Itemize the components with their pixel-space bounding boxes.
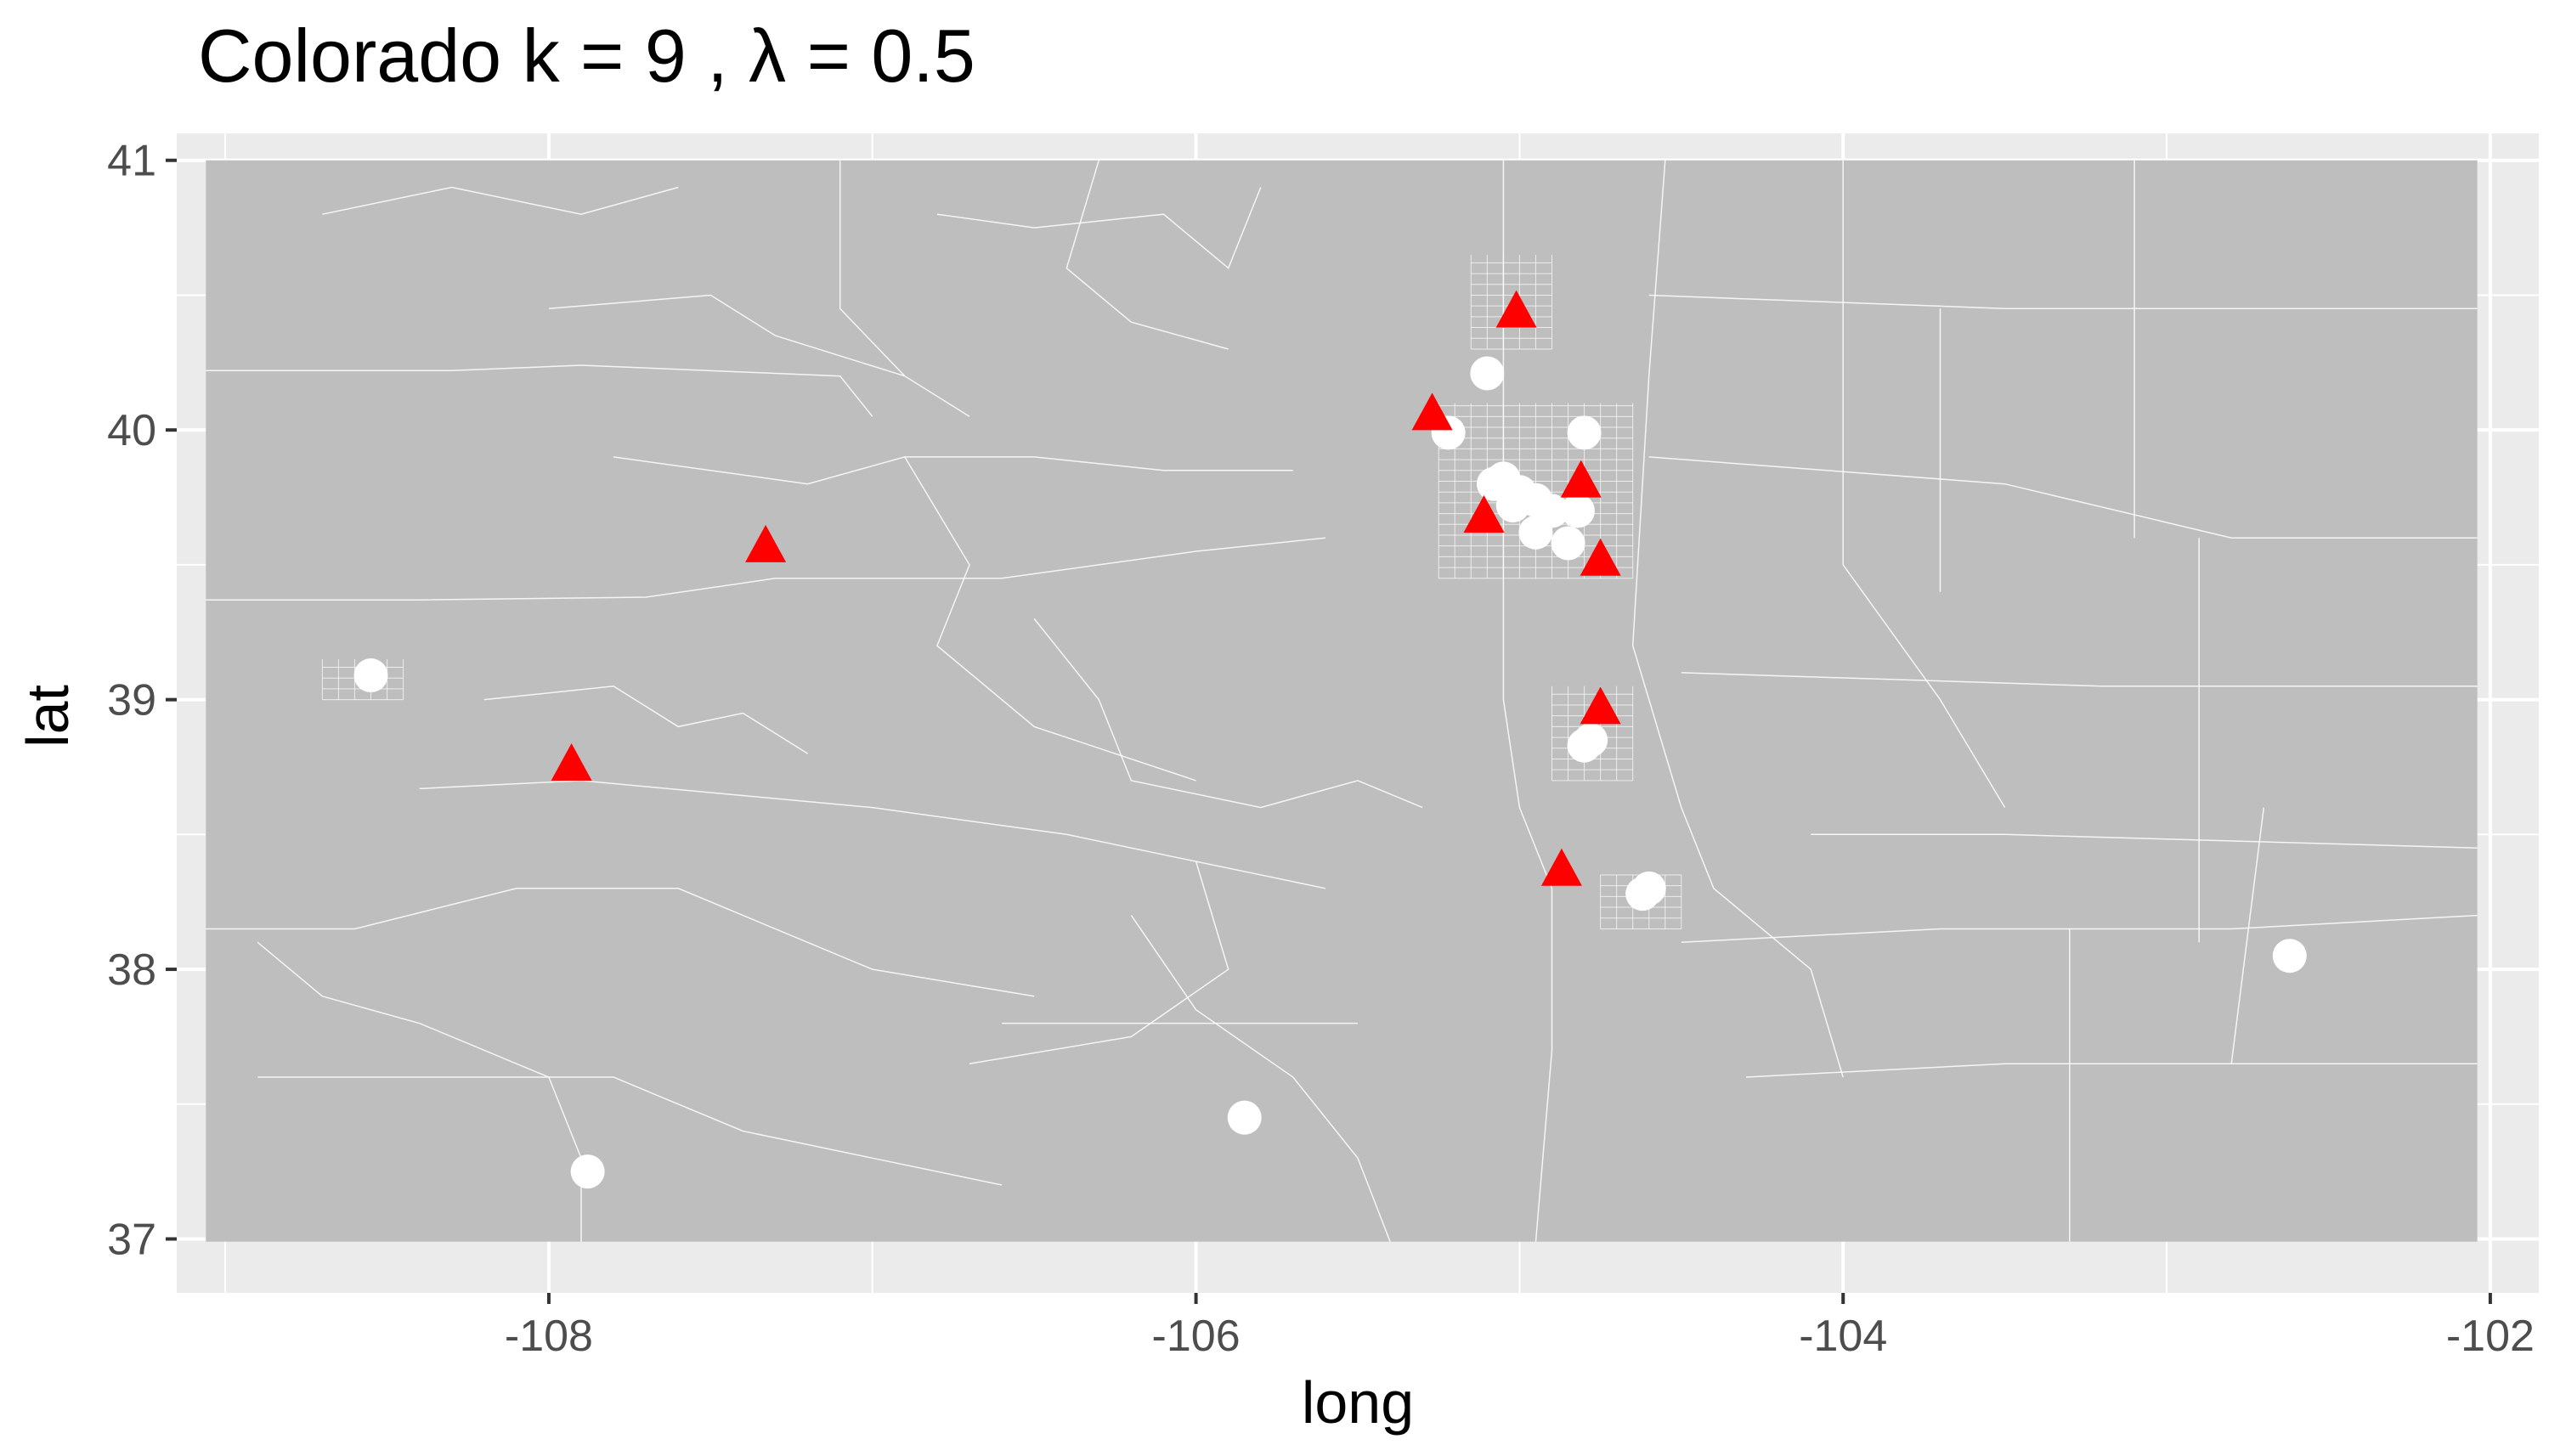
triangle-point — [1411, 392, 1453, 431]
tract-boundary — [904, 456, 1196, 782]
triangle-point — [1580, 538, 1621, 576]
tract-boundary — [1648, 456, 2478, 539]
colorado-map — [206, 160, 2478, 1242]
tract-boundary — [839, 160, 970, 417]
circle-point — [353, 658, 388, 693]
tract-boundary — [1745, 1063, 2478, 1078]
data-points — [353, 290, 2307, 1189]
y-tick-label: 41 — [107, 137, 156, 186]
tract-boundary — [1130, 915, 1391, 1242]
tract-boundary — [206, 364, 873, 417]
tract-boundary — [1811, 833, 2478, 849]
tract-boundary — [969, 861, 1229, 1064]
tract-boundary — [1502, 160, 1553, 1242]
state-outline — [206, 160, 2478, 1242]
tract-boundary — [1631, 160, 1844, 1078]
triangle-point — [1495, 290, 1537, 328]
tract-boundary — [419, 780, 1326, 889]
x-tick-label: -102 — [2446, 1312, 2535, 1361]
circle-point — [2272, 939, 2307, 973]
y-axis-title: lat — [14, 685, 81, 748]
circle-point — [1227, 1100, 1262, 1135]
triangle-point — [1560, 460, 1602, 498]
tract-boundary — [1065, 160, 1229, 350]
tract-boundary — [257, 1076, 1003, 1186]
y-tick-label: 38 — [107, 945, 156, 995]
x-axis-title: long — [1302, 1369, 1414, 1436]
triangle-point — [1580, 686, 1621, 725]
tract-boundary — [936, 187, 1262, 269]
tract-boundary — [1033, 618, 1423, 809]
tract-boundary — [206, 537, 1325, 601]
circle-point — [1551, 526, 1585, 561]
tract-boundary — [483, 686, 808, 754]
y-tick-label: 39 — [107, 676, 156, 725]
x-tick-label: -106 — [1152, 1312, 1241, 1361]
x-tick-label: -104 — [1799, 1312, 1887, 1361]
y-tick-label: 40 — [107, 406, 156, 455]
y-tick-label: 37 — [107, 1216, 156, 1265]
circle-point — [1631, 871, 1666, 906]
circle-point — [570, 1154, 605, 1189]
tract-boundary — [548, 294, 906, 377]
circle-point — [1518, 483, 1553, 517]
triangle-point — [1463, 494, 1505, 533]
x-tick-label: -108 — [505, 1312, 593, 1361]
tract-boundary — [322, 186, 679, 215]
circle-point — [1567, 728, 1602, 763]
tract-boundary — [1681, 672, 2478, 687]
tract-boundary — [206, 888, 1035, 997]
tract-boundary — [1842, 160, 2006, 808]
chart-title: Colorado k = 9 , λ = 0.5 — [198, 14, 975, 98]
triangle-point — [745, 524, 787, 562]
triangle-point — [1540, 848, 1582, 886]
circle-point — [1470, 356, 1505, 391]
tract-boundary — [613, 456, 1293, 485]
circle-point — [1567, 415, 1602, 450]
tract-boundary — [1681, 914, 2478, 944]
y-axis-ticks: 37 38 39 40 41 — [107, 137, 177, 1265]
triangle-point — [551, 742, 592, 781]
x-axis-ticks: -108 -106 -104 -102 — [505, 1293, 2535, 1361]
circle-point — [1560, 494, 1595, 528]
tract-boundary — [2230, 807, 2265, 1064]
